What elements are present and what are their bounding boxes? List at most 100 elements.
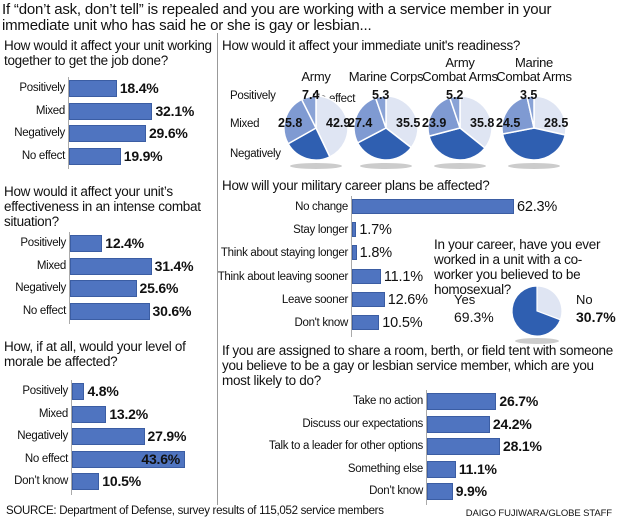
teamwork-title: How would it affect your unit working to… [4,38,212,68]
pie-slice-positive [374,95,387,129]
combat-category-label: Mixed [36,259,66,272]
pie-shadow [508,163,560,169]
roommate-axis [426,390,427,505]
combat-category-label: No effect [22,304,66,317]
readiness-pie-1 [283,95,349,169]
teamwork-bar [69,125,146,142]
coworker-yes-value: 69.3% [454,309,494,325]
career-category-label: No change [295,201,348,213]
teamwork-bar [69,80,117,97]
career-value-label: 11.1% [383,268,423,285]
morale-bar [72,428,145,445]
pie-slice-negative [287,126,331,161]
teamwork-category-label: Positively [19,82,65,94]
career-bar [352,268,381,284]
pie-slice-mixed [501,95,535,135]
readiness-pie-2 [353,95,419,169]
pie-slice-mixed [353,96,387,144]
pie-value-label: 5.3 [372,88,390,102]
career-category-label: Think about staying longer [220,247,348,260]
morale-bar [72,473,100,490]
roommate-value-label: 9.9% [455,483,487,499]
roommate-bar [427,460,456,478]
coworker-pie [511,285,563,344]
pie-slice-mixed [427,96,461,138]
pie-slice-negative [428,127,486,161]
source-note: SOURCE: Department of Defense, survey re… [6,505,384,517]
morale-value-label: 13.2% [109,405,149,422]
teamwork-bar [69,102,153,120]
combat-bar [70,257,152,275]
coworker-no-label: No [576,292,593,307]
readiness-pie-3 [427,95,493,169]
coworker-no-value: 30.7% [576,309,616,325]
pie-title: Army [445,55,475,70]
coworker-title: In your career, have you ever worked in … [434,237,601,297]
legend-mixed: Mixed [230,118,260,130]
career-bar [352,245,357,261]
combat-bar [70,302,150,320]
career-title: How will your military career plans be a… [222,178,490,193]
pie-title: Army [301,69,331,84]
morale-bar [72,383,85,400]
roommate-value-label: 26.7% [499,393,539,409]
pie-shadow [290,163,342,169]
readiness-pie-4 [501,95,567,169]
career-value-label: 62.3% [516,199,558,215]
pie-shadow [434,163,486,169]
morale-category-label: No effect [24,452,68,465]
teamwork-axis [68,77,69,169]
credit: DAIGO FUJIWARA/GLOBE STAFF [465,508,612,519]
pie-slice-noeffect [533,95,567,136]
career-bar [352,291,385,307]
roommate-category-label: Something else [347,462,423,475]
combat-category-label: Positively [20,237,66,249]
roommate-bar [427,415,490,433]
career-category-label: Think about leaving sooner [217,270,349,283]
teamwork-category-label: No effect [21,149,65,162]
career-value-label: 1.8% [359,245,392,262]
morale-value-label: 27.9% [147,428,187,444]
pie-value-label: 3.5 [520,88,538,102]
morale-value-label: 43.6% [141,450,181,467]
career-axis [351,196,352,338]
coworker-pie-shadow [515,338,559,344]
career-bar [352,222,357,238]
teamwork-value-label: 29.6% [148,125,188,141]
combat-value-label: 31.4% [154,257,194,274]
roommate-value-label: 11.1% [458,460,497,477]
roommate-bar [427,483,453,500]
pie-value-label: 23.9 [422,116,447,130]
roommate-bar [427,438,501,455]
morale-value-label: 10.5% [102,473,141,489]
roommate-value-label: 28.1% [503,438,542,454]
roommate-category-label: Don’t know [369,485,423,497]
pie-value-label: 7.4 [302,88,320,102]
career-bar [352,315,380,330]
morale-axis [71,380,72,495]
teamwork-category-label: Mixed [35,104,65,117]
pie-slice-positive [448,95,461,129]
pie-slice-positive [300,95,317,129]
pie-title: Marine Corps [348,69,424,84]
pie-value-label: 24.5 [496,116,521,130]
teamwork-bar [69,147,121,165]
combat-title: How would it affect your unit’s effectiv… [4,184,201,229]
pie-value-label: 27.4 [348,116,373,130]
pie-shadow [360,163,412,169]
morale-category-label: Positively [22,385,68,397]
pie-value-label: 5.2 [446,88,464,102]
roommate-category-label: Take no action [353,395,423,407]
pie-slice-positive [526,95,535,129]
roommate-category-label: Discuss our expectations [302,417,423,430]
pie-title: Combat Arms [422,69,498,84]
pie-title: Marine [515,55,553,70]
combat-value-label: 25.6% [139,280,179,296]
morale-bar [72,405,107,423]
career-category-label: Leave sooner [281,293,348,306]
career-value-label: 12.6% [387,291,428,308]
pie-value-label: 35.5 [396,116,421,130]
combat-bar [70,280,137,297]
coworker-yes-label: Yes [454,292,476,307]
pie-value-label: 35.8 [470,116,495,130]
